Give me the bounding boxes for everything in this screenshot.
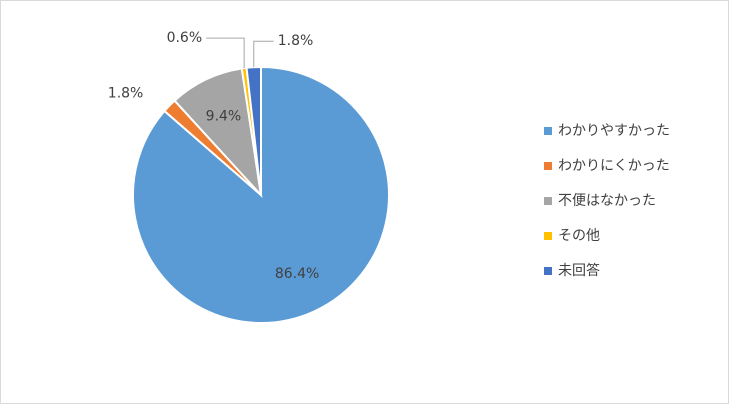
data-label: 1.8% xyxy=(278,33,314,49)
legend-label: わかりやすかった xyxy=(558,123,670,139)
legend-swatch xyxy=(544,127,552,135)
legend-label: わかりにくかった xyxy=(558,158,670,174)
legend-swatch xyxy=(544,267,552,275)
leader-line xyxy=(253,40,274,68)
legend-label: 未回答 xyxy=(558,262,600,279)
legend-label: その他 xyxy=(558,228,600,244)
legend-swatch xyxy=(544,232,552,240)
data-label: 9.4% xyxy=(206,108,242,124)
legend-swatch xyxy=(544,162,552,170)
data-label: 86.4% xyxy=(275,266,319,282)
leader-line xyxy=(206,37,245,69)
data-label: 0.6% xyxy=(167,30,203,46)
data-label: 1.8% xyxy=(108,86,144,102)
legend-label: 不便はなかった xyxy=(558,193,656,209)
pie-slice xyxy=(173,67,263,199)
legend-swatch xyxy=(544,197,552,205)
